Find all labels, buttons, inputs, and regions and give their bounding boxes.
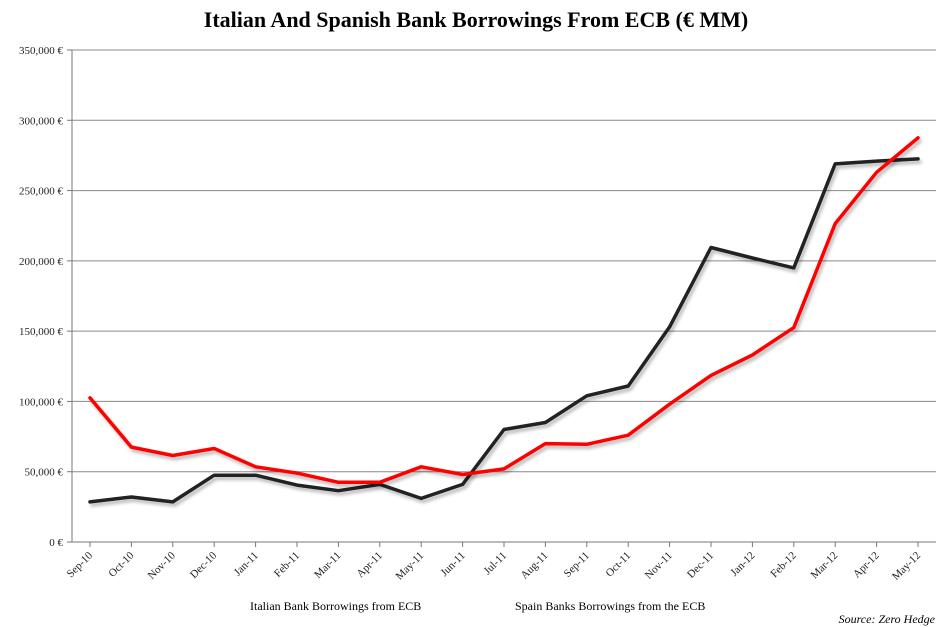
series-line-spain <box>88 136 920 485</box>
data-point <box>668 403 670 405</box>
data-point <box>586 395 588 397</box>
x-axis-ticks: Sep-10 Oct-10 Nov-10 Dec-10 Jan-11 Feb-11 Mar-… <box>65 549 924 582</box>
data-point <box>379 481 381 483</box>
data-point <box>461 483 463 485</box>
y-tick-label: 150,000 € <box>19 326 64 338</box>
series-lines <box>88 136 920 504</box>
data-point <box>793 267 795 269</box>
data-point <box>627 434 629 436</box>
data-point <box>834 163 836 165</box>
x-tick-label: Sep-11 <box>562 550 592 580</box>
data-point <box>917 137 919 139</box>
data-point <box>668 326 670 328</box>
y-tick-label: 200,000 € <box>19 256 64 268</box>
legend: Italian Bank Borrowings from ECB Spain Ba… <box>216 599 705 613</box>
data-point <box>503 468 505 470</box>
data-point <box>213 447 215 449</box>
x-tick-label: May-11 <box>393 550 426 583</box>
data-point <box>751 257 753 259</box>
data-point <box>172 454 174 456</box>
x-tick-label: Oct-10 <box>106 549 136 579</box>
data-point <box>710 374 712 376</box>
chart-title: Italian And Spanish Bank Borrowings From… <box>204 7 748 32</box>
y-tick-label: 250,000 € <box>19 186 64 198</box>
x-tick-label: Apr-11 <box>354 550 385 581</box>
x-tick-label: Feb-12 <box>768 550 799 581</box>
data-point <box>337 481 339 483</box>
data-point <box>213 474 215 476</box>
y-axis-ticks: 0 € 50,000 € 100,000 € 150,000 € 200,000 € 25… <box>19 45 64 549</box>
data-point <box>793 326 795 328</box>
x-tick-label: Apr-12 <box>851 550 882 581</box>
gridlines <box>67 49 936 547</box>
data-point <box>503 428 505 430</box>
x-tick-label: Sep-10 <box>65 549 96 580</box>
data-point <box>586 443 588 445</box>
data-point <box>420 497 422 499</box>
x-tick-label: Jul-11 <box>481 550 509 578</box>
data-point <box>254 474 256 476</box>
x-tick-label: Nov-10 <box>146 549 179 582</box>
y-tick-label: 0 € <box>49 537 63 549</box>
data-point <box>420 466 422 468</box>
data-point <box>875 171 877 173</box>
data-point <box>751 354 753 356</box>
x-tick-label: May-12 <box>890 550 923 583</box>
x-tick-label: Dec-11 <box>685 550 716 581</box>
data-point <box>917 158 919 160</box>
data-point <box>544 421 546 423</box>
x-tick-label: Aug-11 <box>519 550 551 582</box>
x-tick-label: Jun-11 <box>438 550 467 579</box>
data-point <box>130 446 132 448</box>
data-point <box>834 222 836 224</box>
data-point <box>130 496 132 498</box>
legend-label: Italian Bank Borrowings from ECB <box>250 599 421 613</box>
data-point <box>544 442 546 444</box>
y-tick-label: 300,000 € <box>19 115 64 127</box>
y-tick-label: 100,000 € <box>19 396 64 408</box>
data-point <box>296 472 298 474</box>
x-tick-label: Mar-11 <box>312 550 343 581</box>
x-tick-label: Mar-12 <box>809 550 841 582</box>
x-tick-label: Jan-11 <box>232 550 261 579</box>
source-note: Source: Zero Hedge <box>839 612 936 626</box>
x-tick-label: Oct-11 <box>604 550 634 580</box>
data-point <box>875 160 877 162</box>
data-point <box>627 385 629 387</box>
data-point <box>89 397 91 399</box>
x-tick-label: Nov-11 <box>643 550 675 582</box>
data-point <box>254 466 256 468</box>
y-tick-label: 50,000 € <box>25 467 64 479</box>
data-point <box>89 501 91 503</box>
data-point <box>461 473 463 475</box>
data-point <box>710 246 712 248</box>
x-tick-label: Dec-10 <box>188 549 220 581</box>
data-point <box>172 501 174 503</box>
data-point <box>296 484 298 486</box>
data-point <box>337 489 339 491</box>
y-tick-label: 350,000 € <box>19 45 64 57</box>
x-tick-label: Feb-11 <box>272 550 302 580</box>
series-line-italy <box>88 157 920 504</box>
x-tick-label: Jan-12 <box>728 550 757 579</box>
legend-label: Spain Banks Borrowings from the ECB <box>515 599 705 613</box>
